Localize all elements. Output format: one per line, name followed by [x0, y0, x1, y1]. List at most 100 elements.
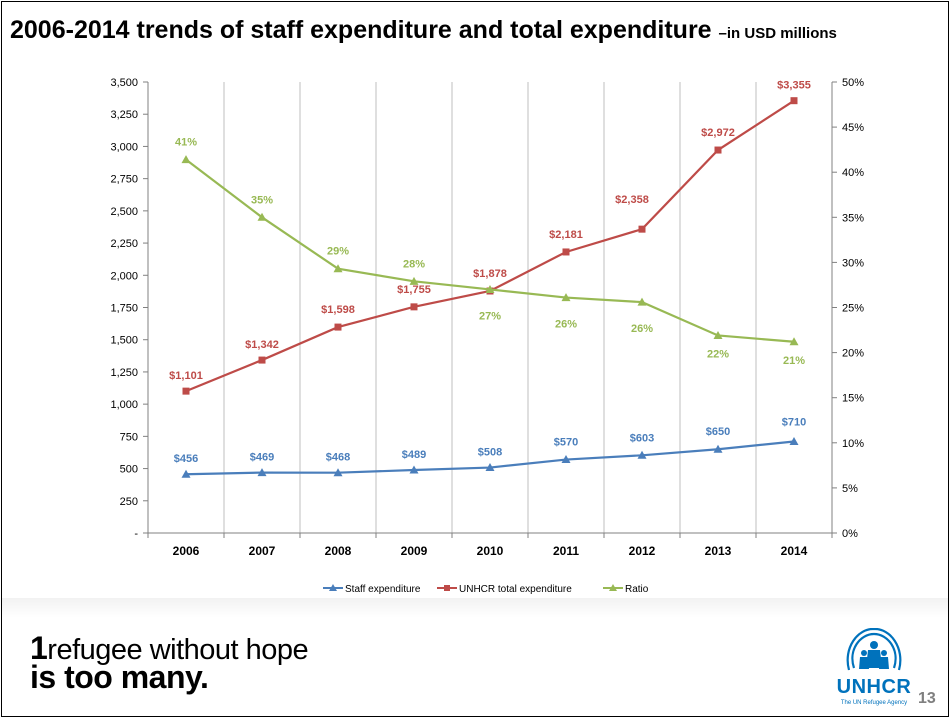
y-right-tick-label: 15%: [842, 393, 864, 405]
data-label: $603: [630, 432, 654, 444]
y-right-tick-label: 25%: [842, 303, 864, 315]
x-tick-label: 2007: [249, 544, 276, 558]
logo-wordmark: UNHCR: [836, 676, 912, 698]
data-label: $2,181: [549, 229, 583, 241]
x-tick-label: 2006: [173, 544, 200, 558]
x-tick-label: 2009: [401, 544, 428, 558]
family-shelter-icon: [846, 628, 902, 671]
data-point: [713, 444, 723, 453]
x-tick-label: 2011: [553, 544, 579, 558]
legend-label: UNHCR total expenditure: [459, 584, 572, 595]
y-right-tick-label: 40%: [842, 167, 864, 179]
slogan-line-1: refugee without hope: [47, 634, 309, 666]
data-label: $1,755: [397, 284, 431, 296]
y-left-tick-label: 3,000: [110, 141, 138, 153]
data-point: [638, 225, 646, 233]
y-left-tick-label: 250: [120, 496, 138, 508]
data-point: [789, 437, 799, 446]
data-label: 29%: [327, 246, 349, 258]
data-point: [713, 330, 723, 339]
slogan-line-2: is too many.: [30, 659, 209, 695]
y-left-tick-label: 2,750: [110, 174, 138, 186]
data-label: $1,878: [473, 268, 507, 280]
y-right-tick-label: 35%: [842, 212, 864, 224]
data-label: 26%: [555, 319, 577, 331]
data-point: [637, 297, 647, 306]
data-point: [561, 455, 571, 464]
legend-label: Staff expenditure: [345, 584, 421, 595]
data-point: [257, 468, 267, 477]
data-label: 41%: [175, 137, 197, 149]
data-label: $1,101: [169, 370, 203, 382]
page-number: 13: [918, 690, 936, 707]
data-point: [409, 465, 419, 474]
y-right-tick-label: 45%: [842, 122, 864, 134]
data-label: 35%: [251, 194, 273, 206]
data-point: [333, 468, 343, 477]
data-point: [333, 264, 343, 273]
data-point: [181, 155, 191, 164]
x-tick-label: 2008: [325, 544, 352, 558]
data-label: 26%: [631, 323, 653, 335]
data-label: 27%: [479, 310, 501, 322]
data-label: $456: [174, 453, 198, 465]
data-label: $508: [478, 447, 502, 459]
y-left-tick-label: 3,250: [110, 109, 138, 121]
data-point: [714, 146, 722, 154]
data-point: [789, 337, 799, 346]
data-point: [410, 303, 418, 311]
slide-title-main: 2006-2014 trends of staff expenditure an…: [10, 16, 712, 44]
data-label: $570: [554, 437, 578, 449]
data-point: [258, 356, 266, 364]
logo-tagline: The UN Refugee Agency: [840, 700, 908, 706]
data-point: [790, 97, 798, 105]
data-label: $2,358: [615, 194, 649, 206]
slogan-number: 1: [30, 630, 48, 666]
data-point: [561, 293, 571, 302]
y-right-tick-label: 20%: [842, 348, 864, 360]
y-right-tick-label: 50%: [842, 77, 864, 89]
data-label: $469: [250, 452, 274, 464]
y-left-tick-label: 3,500: [110, 77, 138, 89]
legend-label: Ratio: [625, 584, 649, 595]
data-point: [257, 212, 267, 221]
data-point: [485, 284, 495, 293]
x-tick-label: 2010: [477, 544, 504, 558]
slide-title-suffix: –in USD millions: [718, 25, 837, 42]
data-label: 22%: [707, 348, 729, 360]
data-label: 21%: [783, 355, 805, 367]
y-right-tick-label: 10%: [842, 438, 864, 450]
x-tick-label: 2012: [629, 544, 656, 558]
data-point: [562, 248, 570, 256]
y-left-tick-label: 2,250: [110, 238, 138, 250]
y-right-tick-label: 0%: [842, 528, 858, 540]
legend-marker: [329, 584, 337, 591]
y-left-tick-label: 500: [120, 464, 138, 476]
data-label: $489: [402, 449, 426, 461]
y-left-tick-label: 2,000: [110, 270, 138, 282]
expenditure-line-chart: - 250 500 750 1,000 1,250 1,500 1,750 2,000 2,250…: [110, 77, 864, 595]
data-label: $1,342: [245, 339, 279, 351]
slogan: 1refugee without hope is too many.: [30, 630, 309, 696]
data-label: 28%: [403, 258, 425, 270]
data-label: $3,355: [777, 80, 811, 92]
data-label: $710: [782, 417, 806, 429]
data-label: $650: [706, 426, 730, 438]
legend-marker: [444, 585, 450, 591]
legend-marker: [609, 584, 617, 591]
x-tick-label: 2014: [781, 544, 808, 558]
y-left-tick-label: 750: [120, 431, 138, 443]
footer-divider: [2, 598, 948, 618]
data-point: [637, 450, 647, 459]
data-label: $2,972: [701, 127, 735, 139]
data-label: $468: [326, 452, 350, 464]
data-point: [182, 387, 190, 395]
y-left-tick-label: 1,500: [110, 335, 138, 347]
y-left-tick-label: -: [134, 528, 138, 540]
data-label: $1,598: [321, 304, 355, 316]
y-right-tick-label: 30%: [842, 257, 864, 269]
y-left-tick-label: 1,000: [110, 399, 138, 411]
y-left-tick-label: 1,250: [110, 367, 138, 379]
y-right-tick-label: 5%: [842, 483, 858, 495]
